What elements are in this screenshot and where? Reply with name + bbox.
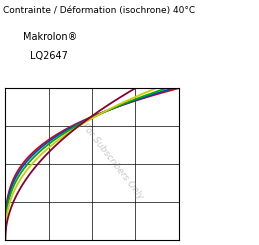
Text: Makrolon®: Makrolon® (23, 32, 78, 42)
Text: Contrainte / Déformation (isochrone) 40°C: Contrainte / Déformation (isochrone) 40°… (3, 6, 195, 15)
Text: LQ2647: LQ2647 (30, 51, 68, 61)
Text: For Subscribers Only: For Subscribers Only (80, 121, 145, 201)
